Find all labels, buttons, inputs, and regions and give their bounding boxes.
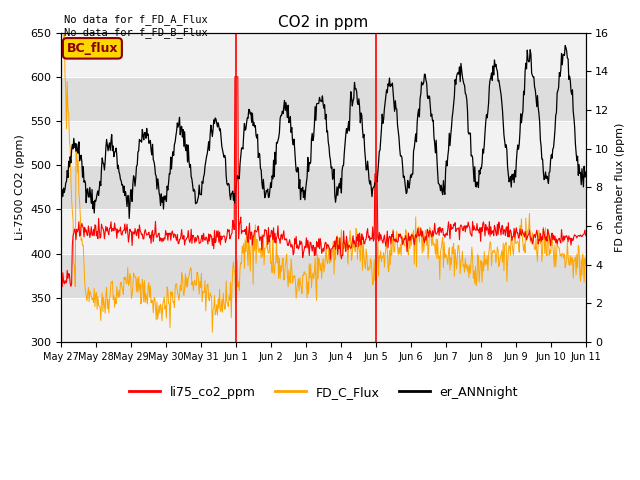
- Y-axis label: Li-7500 CO2 (ppm): Li-7500 CO2 (ppm): [15, 134, 25, 240]
- Title: CO2 in ppm: CO2 in ppm: [278, 15, 369, 30]
- Y-axis label: FD chamber flux (ppm): FD chamber flux (ppm): [615, 122, 625, 252]
- Legend: li75_co2_ppm, FD_C_Flux, er_ANNnight: li75_co2_ppm, FD_C_Flux, er_ANNnight: [124, 381, 524, 404]
- Bar: [61, 77, 586, 121]
- Bar: [61, 165, 586, 209]
- Text: No data for f_FD_A_Flux
No data for f_FD_B_Flux: No data for f_FD_A_Flux No data for f_FD…: [64, 14, 208, 38]
- Text: BC_flux: BC_flux: [67, 42, 118, 55]
- Bar: [61, 253, 586, 298]
